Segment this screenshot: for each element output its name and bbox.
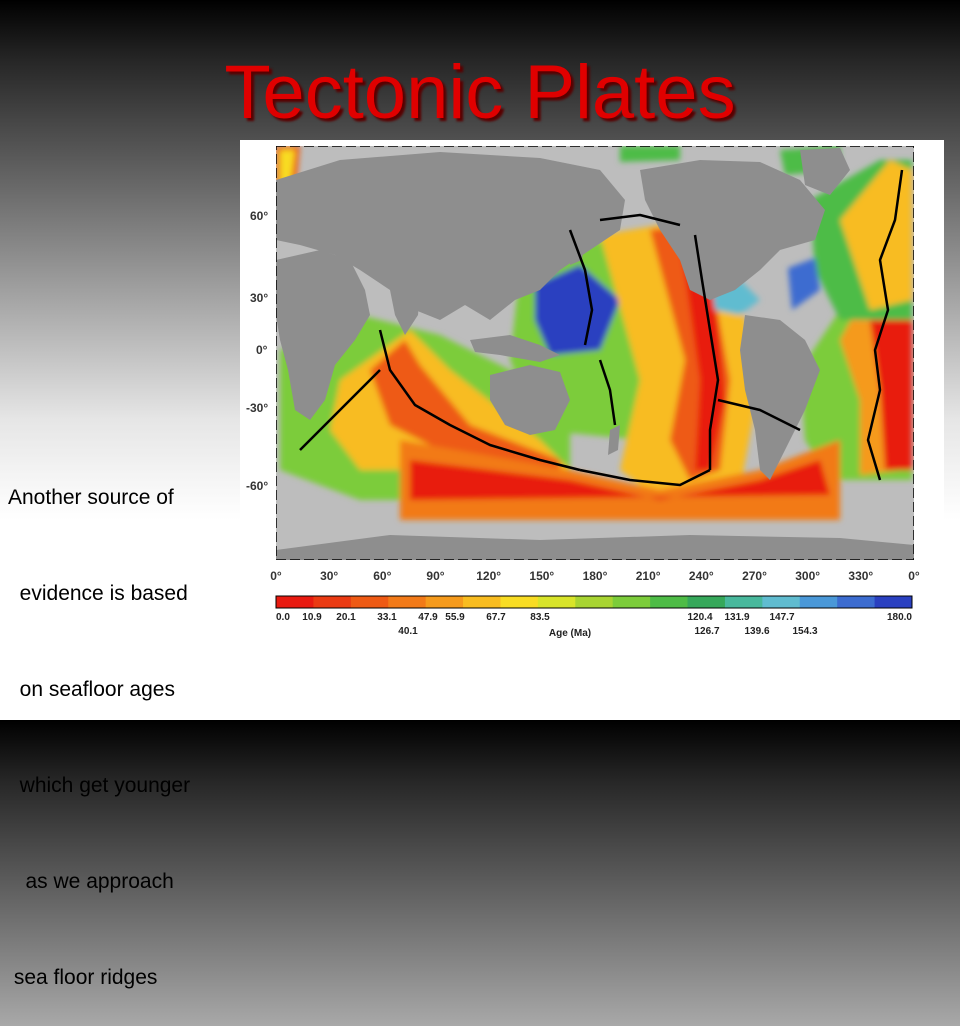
land-new-zealand — [608, 425, 620, 455]
land-indonesia — [470, 335, 560, 362]
chile-rise — [717, 398, 801, 432]
tasman-sea — [550, 360, 600, 435]
arctic-green — [620, 146, 680, 162]
lon-label: 90° — [426, 569, 444, 583]
legend-value: 0.0 — [276, 612, 290, 623]
legend-swatch — [762, 596, 801, 608]
age-legend: 0.0 10.9 20.1 33.1 47.9 55.9 67.7 83.5 120.4 131.… — [275, 595, 913, 639]
lon-label: 120° — [476, 569, 501, 583]
legend-value: 131.9 — [724, 612, 749, 623]
indian-ridge — [378, 329, 581, 472]
legend-swatch — [463, 596, 501, 608]
legend-value: 126.7 — [694, 626, 719, 637]
land-antarctica — [276, 535, 914, 560]
legend-value: 83.5 — [530, 612, 550, 623]
legend-value: 120.4 — [687, 612, 712, 623]
body-line: which get younger — [8, 774, 191, 797]
body-line: as we approach — [8, 870, 174, 893]
body-line: Another source of — [8, 486, 174, 509]
legend-frame — [275, 595, 913, 609]
legend-swatch — [388, 596, 427, 608]
land-south-america — [740, 315, 820, 480]
lat-label: 30° — [250, 291, 268, 305]
land-eurasia — [276, 152, 625, 320]
pacific-trench-west — [568, 229, 594, 346]
body-text: Another source of evidence is based on s… — [8, 418, 240, 1026]
legend-swatch — [537, 596, 576, 608]
lon-label: 300° — [795, 569, 820, 583]
lon-label: 180° — [583, 569, 608, 583]
lon-label: 210° — [636, 569, 661, 583]
legend-value: 147.7 — [769, 612, 794, 623]
legend-swatch — [837, 596, 876, 608]
pacific-antarctic-ridge — [579, 468, 711, 487]
land-africa — [276, 250, 370, 420]
body-line: evidence is based — [8, 582, 188, 605]
pacific-jurassic — [535, 265, 620, 355]
tonga-trench — [598, 359, 617, 426]
lon-label: 0° — [908, 569, 920, 583]
legend-swatch — [612, 596, 651, 608]
legend-swatch — [650, 596, 689, 608]
slide-title: Tectonic Plates — [224, 50, 736, 135]
lon-label: 30° — [320, 569, 338, 583]
legend-swatch — [350, 596, 389, 608]
legend-value: 55.9 — [445, 612, 465, 623]
legend-value: 67.7 — [486, 612, 506, 623]
legend-swatch — [575, 596, 614, 608]
legend-value: 33.1 — [377, 612, 397, 623]
land-greenland — [800, 148, 850, 195]
legend-value: 40.1 — [398, 626, 418, 637]
legend-swatch — [724, 596, 763, 608]
mid-atlantic-ridge — [866, 169, 904, 481]
north-atlantic-blue — [788, 258, 820, 310]
lat-label: 0° — [256, 343, 268, 357]
lon-label: 270° — [742, 569, 767, 583]
lat-label: 60° — [250, 209, 268, 223]
body-line: on seafloor ages — [8, 678, 175, 701]
longitude-labels: 0° 30° 60° 90° 120° 150° 180° 210° 240° 270° 300° 3… — [270, 569, 920, 583]
map-area — [276, 146, 914, 560]
southern-ocean-young — [410, 460, 830, 500]
lon-label: 330° — [848, 569, 873, 583]
land-india — [390, 288, 420, 335]
southern-ocean-mid — [400, 440, 840, 520]
lon-label: 150° — [529, 569, 554, 583]
aleutian-trench — [599, 213, 681, 227]
seafloor-age-map-svg: 60° 30° 0° -30° -60° 0° 30° 60° 90° 120° 150°… — [246, 146, 920, 639]
legend-value: 47.9 — [418, 612, 438, 623]
latitude-labels: 60° 30° 0° -30° -60° — [246, 209, 268, 493]
indian-ocean-young — [370, 340, 560, 475]
legend-value: 180.0 — [887, 612, 912, 623]
land-australia — [490, 365, 570, 435]
legend-value: 20.1 — [336, 612, 356, 623]
legend-swatch — [874, 596, 913, 608]
legend-swatch — [799, 596, 838, 608]
seafloor-age-map: 60° 30° 0° -30° -60° 0° 30° 60° 90° 120° 150°… — [240, 140, 944, 646]
north-atlantic-mid — [840, 160, 912, 310]
lat-label: -30° — [246, 401, 268, 415]
ridge-lines — [299, 169, 904, 487]
legend-value: 139.6 — [744, 626, 769, 637]
lon-label: 60° — [373, 569, 391, 583]
legend-title: Age (Ma) — [549, 628, 591, 639]
legend-swatch — [425, 596, 464, 608]
east-pacific-rise-line — [693, 234, 720, 470]
legend-swatch — [687, 596, 726, 608]
lat-label: -60° — [246, 479, 268, 493]
land — [276, 148, 914, 560]
land-north-america — [640, 160, 825, 300]
body-line: sea floor ridges — [8, 966, 158, 989]
lon-label: 240° — [689, 569, 714, 583]
lon-label: 0° — [270, 569, 282, 583]
legend-swatch — [313, 596, 352, 608]
legend-swatch — [500, 596, 539, 608]
southwest-indian-ridge — [299, 369, 381, 451]
legend-value: 10.9 — [302, 612, 322, 623]
legend-swatch — [276, 596, 314, 608]
legend-value: 154.3 — [792, 626, 817, 637]
age-patches — [276, 146, 912, 520]
